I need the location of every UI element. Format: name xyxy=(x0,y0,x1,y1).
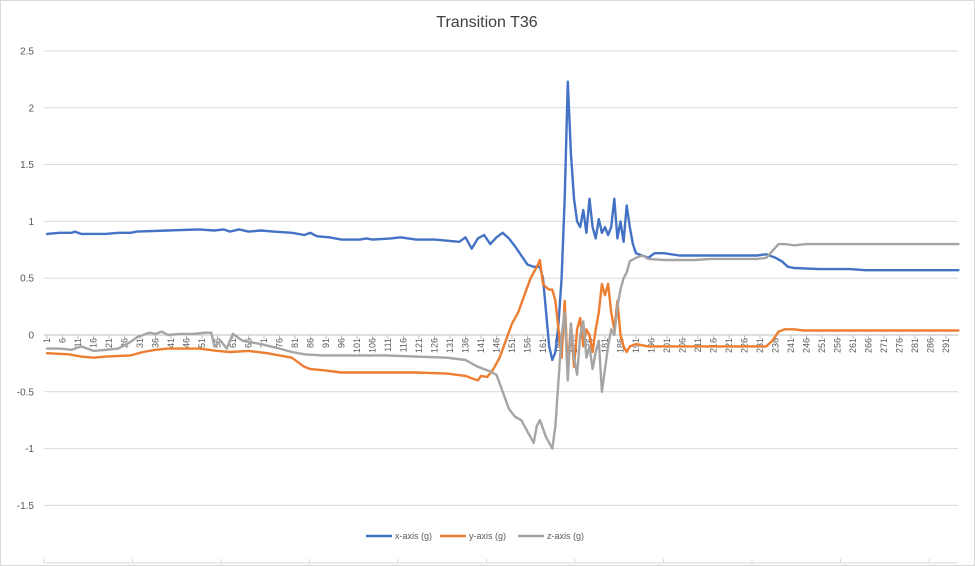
x-tick-label: 251 xyxy=(817,338,827,353)
y-tick-label: 1 xyxy=(28,217,34,228)
x-tick-label: 96 xyxy=(337,338,347,348)
x-tick-label: 51 xyxy=(197,338,207,348)
x-tick-label: 276 xyxy=(895,338,905,353)
x-tick-label: 136 xyxy=(461,338,471,353)
x-tick-label: 81 xyxy=(290,338,300,348)
chart-title: Transition T36 xyxy=(436,14,537,31)
y-tick-label: 1.5 xyxy=(20,160,34,171)
series-line-3 xyxy=(45,242,960,450)
x-tick-label: 141 xyxy=(476,338,486,353)
x-tick-label: 186 xyxy=(616,338,626,353)
y-tick-label: -0.5 xyxy=(17,387,35,398)
series-line-2 xyxy=(45,258,960,382)
legend-label: z-axis (g) xyxy=(547,531,584,541)
x-tick-label: 256 xyxy=(833,338,843,353)
legend-label: x-axis (g) xyxy=(395,531,432,541)
x-tick-label: 21 xyxy=(104,338,114,348)
x-tick-label: 61 xyxy=(228,338,238,348)
x-tick-label: 106 xyxy=(368,338,378,353)
x-tick-label: 131 xyxy=(445,338,455,353)
x-tick-label: 111 xyxy=(383,338,393,352)
legend-label: y-axis (g) xyxy=(469,531,506,541)
x-tick-label: 26 xyxy=(120,338,130,348)
x-tick-label: 6 xyxy=(58,338,68,343)
legend-item: y-axis (g) xyxy=(440,531,506,541)
x-tick-label: 161 xyxy=(538,338,548,353)
x-tick-label: 11 xyxy=(73,338,83,347)
x-tick-label: 121 xyxy=(414,338,424,353)
x-tick-label: 181 xyxy=(600,338,610,353)
series-lines xyxy=(45,80,960,450)
x-tick-label: 91 xyxy=(321,338,331,348)
y-tick-label: -1 xyxy=(25,444,34,455)
series-line-1 xyxy=(45,80,960,362)
x-tick-label: 41 xyxy=(166,338,176,348)
x-tick-label: 16 xyxy=(89,338,99,348)
x-tick-label: 286 xyxy=(926,338,936,353)
x-tick-label: 86 xyxy=(306,338,316,348)
x-tick-label: 46 xyxy=(182,338,192,348)
legend-item: z-axis (g) xyxy=(518,531,584,541)
y-tick-label: -1.5 xyxy=(17,501,35,512)
x-tick-label: 281 xyxy=(910,338,920,353)
y-tick-label: 0 xyxy=(28,331,34,342)
x-tick-label: 191 xyxy=(631,338,641,353)
x-tick-label: 151 xyxy=(507,338,517,353)
x-tick-label: 101 xyxy=(352,338,362,353)
x-tick-label: 261 xyxy=(848,338,858,353)
x-tick-label: 211 xyxy=(693,338,703,352)
x-tick-label: 116 xyxy=(399,338,409,352)
x-tick-label: 156 xyxy=(523,338,533,353)
x-tick-label: 71 xyxy=(259,338,269,348)
x-tick-label: 31 xyxy=(135,338,145,348)
x-tick-label: 166 xyxy=(554,338,564,353)
x-tick-label: 126 xyxy=(430,338,440,353)
x-tick-label: 1 xyxy=(42,338,52,343)
x-tick-label: 146 xyxy=(492,338,502,353)
legend: x-axis (g) y-axis (g) z-axis (g) xyxy=(366,531,584,541)
legend-item: x-axis (g) xyxy=(366,531,432,541)
y-tick-label: 0.5 xyxy=(20,274,34,285)
x-tick-label: 246 xyxy=(802,338,812,353)
x-tick-label: 271 xyxy=(879,338,889,353)
x-tick-label: 241 xyxy=(786,338,796,353)
x-tick-label: 291 xyxy=(941,338,951,353)
x-tick-label: 236 xyxy=(771,338,781,353)
x-tick-label: 76 xyxy=(275,338,285,348)
y-tick-label: 2 xyxy=(28,103,34,114)
y-tick-label: 2.5 xyxy=(20,47,34,58)
x-tick-label: 36 xyxy=(151,338,161,348)
x-tick-label: 266 xyxy=(864,338,874,353)
